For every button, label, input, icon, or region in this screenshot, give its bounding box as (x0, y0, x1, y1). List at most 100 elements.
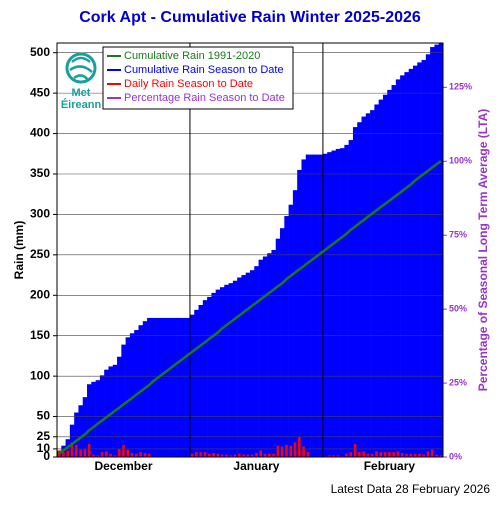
cumulative-bar (438, 43, 444, 457)
daily-bar (87, 444, 91, 457)
daily-bar (130, 452, 134, 457)
y-tick-label: 200 (30, 287, 50, 301)
cumulative-bar (125, 337, 131, 457)
cumulative-bar (262, 256, 268, 457)
lta-line (58, 160, 442, 455)
y-tick-label: 10 (37, 441, 51, 455)
daily-bar (79, 449, 82, 457)
daily-bar (113, 455, 117, 457)
y-tick-label: 250 (30, 247, 50, 261)
cumulative-bar (430, 47, 435, 457)
cumulative-bar (395, 79, 401, 457)
logo-ring (65, 52, 97, 84)
y-tick-label: 350 (30, 166, 50, 180)
y2-tick-label: 75% (449, 230, 467, 240)
cumulative-bar (198, 304, 204, 457)
cumulative-bar (185, 317, 191, 457)
y-tick-label: 100 (30, 368, 50, 382)
daily-bar (435, 454, 438, 457)
cumulative-bar (352, 127, 358, 457)
daily-bar (272, 453, 275, 457)
cumulative-bar (224, 284, 229, 457)
daily-bar (392, 452, 395, 457)
cumulative-bar (172, 317, 178, 457)
daily-bar (220, 454, 224, 457)
daily-bar (345, 453, 348, 457)
daily-bar (195, 452, 198, 457)
daily-bar (233, 454, 237, 457)
daily-bar (362, 451, 365, 457)
cumulative-bar (271, 250, 277, 457)
daily-bar (298, 436, 301, 457)
cumulative-bar (215, 289, 221, 457)
daily-bar (70, 442, 74, 457)
daily-bar (353, 444, 357, 457)
daily-bar (328, 455, 331, 457)
y-tick-label: 300 (30, 207, 50, 221)
daily-bar (268, 453, 271, 457)
cumulative-bar (219, 287, 225, 457)
cumulative-bar (310, 154, 315, 457)
legend-label: Percentage Rain Season to Date (124, 92, 285, 104)
plot-frame (56, 42, 444, 458)
daily-bar (135, 453, 138, 457)
cumulative-bar (121, 344, 126, 457)
daily-bar (405, 453, 408, 457)
cumulative-bar (348, 140, 354, 457)
cumulative-bar (129, 333, 135, 457)
cumulative-bar (82, 397, 88, 457)
y-tick-label: 0 (43, 449, 50, 463)
daily-bar (207, 453, 211, 457)
cumulative-bar (327, 152, 332, 457)
cumulative-bar (151, 317, 156, 457)
daily-bar (250, 454, 254, 457)
y-tick-label: 50 (37, 409, 51, 423)
daily-bar (237, 453, 241, 457)
legend-label: Cumulative Rain 1991-2020 (124, 50, 260, 62)
daily-bar (263, 453, 267, 457)
daily-bar (203, 452, 207, 457)
cumulative-bar (297, 169, 302, 457)
cumulative-bar (305, 154, 311, 457)
x-tick-label: February (364, 459, 416, 473)
cumulative-bar (78, 405, 84, 457)
daily-bar (83, 448, 87, 457)
x-tick-label: January (233, 459, 279, 473)
daily-bar (100, 452, 104, 457)
daily-bar (409, 453, 413, 457)
daily-bar (126, 449, 130, 457)
daily-bar (396, 451, 400, 457)
daily-bar (370, 453, 374, 457)
logo-swirl (69, 56, 93, 81)
cumulative-bar (387, 89, 392, 457)
daily-bar (418, 453, 421, 457)
cumulative-bar (181, 317, 186, 457)
daily-bar (139, 452, 142, 457)
cumulative-bar (194, 309, 199, 457)
y2-tick-label: 0% (449, 451, 462, 461)
daily-bar (199, 452, 202, 457)
y2-tick-label: 50% (449, 304, 467, 314)
logo-text: Éireann (61, 98, 102, 111)
cumulative-bar (87, 384, 92, 457)
cumulative-bar (177, 317, 182, 457)
cumulative-bar (104, 369, 109, 457)
cumulative-bar (245, 272, 251, 457)
cumulative-bar (400, 75, 405, 457)
footer: Latest Data 28 February 2026 (331, 482, 491, 496)
cumulative-bar (391, 85, 397, 457)
cumulative-bar (404, 72, 409, 457)
daily-bar (302, 446, 305, 457)
daily-bar (430, 449, 434, 457)
legend-label: Daily Rain Season to Date (124, 78, 253, 90)
cumulative-bar (241, 275, 247, 457)
daily-bar (413, 453, 417, 457)
cumulative-bar (108, 366, 114, 457)
cumulative-bar (370, 110, 375, 457)
daily-bar (75, 444, 78, 457)
cumulative-bar (69, 424, 75, 457)
cumulative-bar (340, 148, 345, 457)
